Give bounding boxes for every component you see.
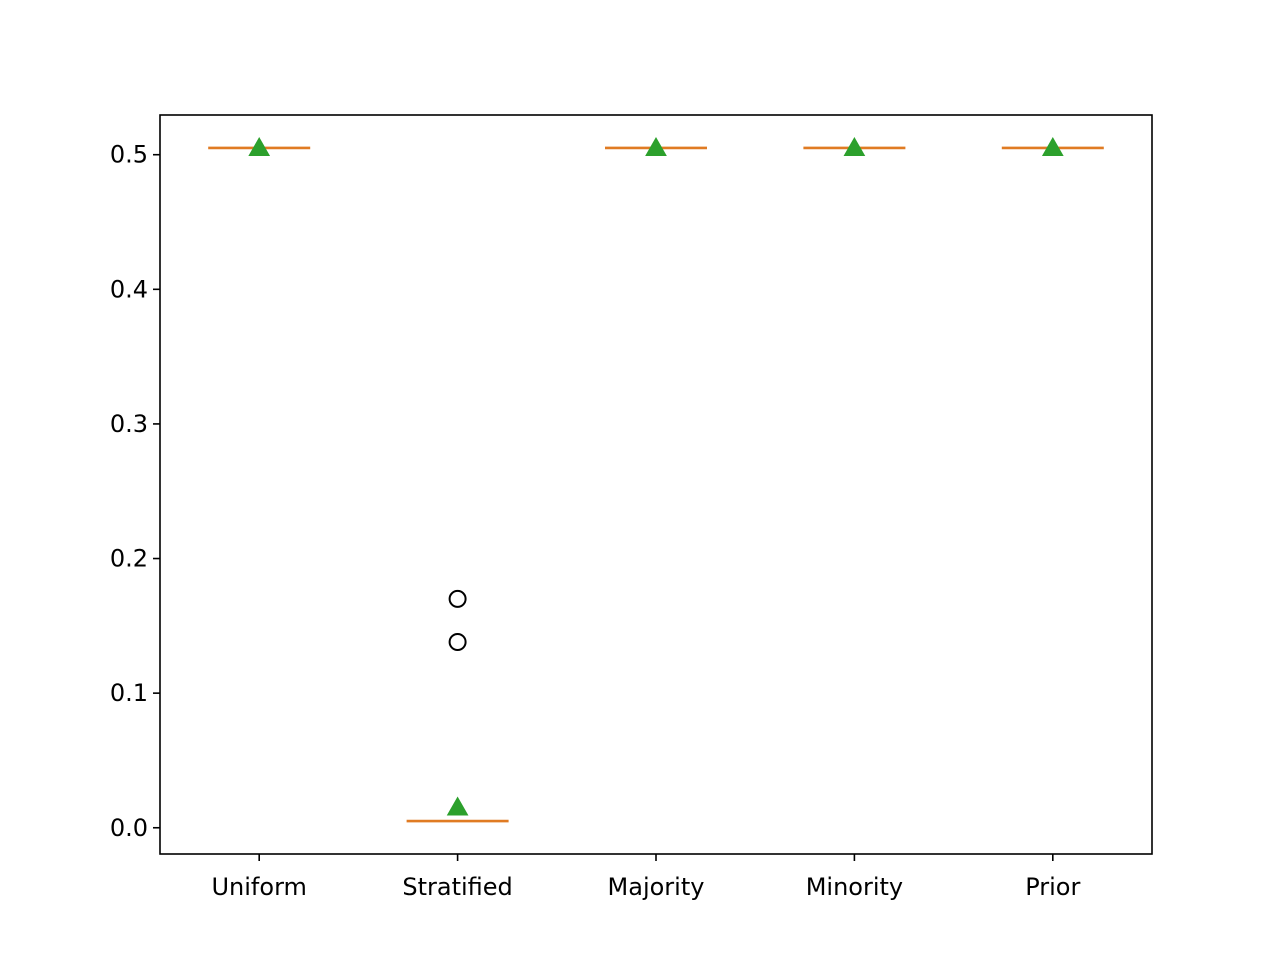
mean-marker [446,796,469,816]
box-prior [1001,136,1104,156]
y-tick-label: 0.5 [110,141,148,169]
x-tick-label: Prior [1025,873,1080,901]
mean-marker [645,136,667,156]
x-tick-label: Uniform [211,873,306,901]
mean-marker [248,136,271,156]
x-axis: Uniform Stratified Majority Minority Prior [211,854,1080,901]
plot-area [159,114,1153,855]
y-tick-label: 0.4 [110,275,148,303]
y-tick-label: 0.0 [110,814,148,842]
x-tick-label: Minority [806,873,903,901]
box-majority [605,136,707,156]
y-axis: 0.0 0.1 0.2 0.3 0.4 0.5 [110,141,160,842]
boxes [208,136,1104,823]
x-tick-label: Majority [608,873,705,901]
y-tick-label: 0.2 [110,545,148,573]
box-minority [803,136,906,156]
mean-marker [1041,136,1064,156]
y-tick-label: 0.1 [110,679,148,707]
y-tick-label: 0.3 [110,410,148,438]
x-tick-label: Stratified [402,873,512,901]
box-uniform [208,136,311,156]
outlier-point [448,632,467,651]
box-stratified [406,589,509,823]
mean-marker [843,136,866,156]
outlier-point [448,589,467,608]
